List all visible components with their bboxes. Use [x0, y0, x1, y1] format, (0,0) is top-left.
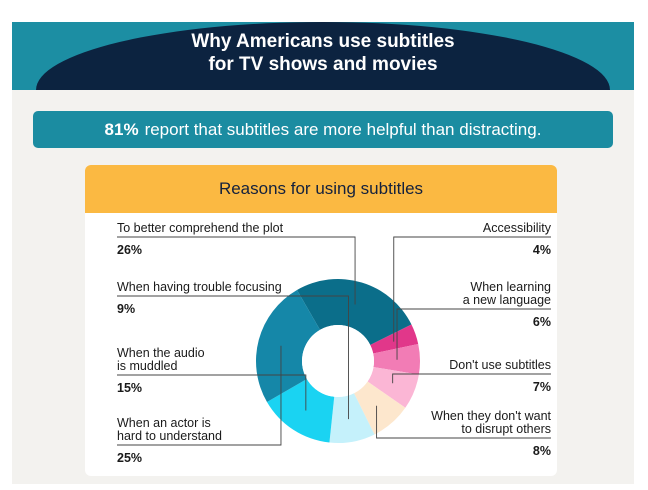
slice-value-0: 26% [117, 243, 142, 257]
slice-label-6-0: When the audio [117, 346, 205, 360]
donut-chart: To better comprehend the plot 26% Accessib… [117, 221, 552, 465]
slice-value-4: 8% [533, 444, 551, 458]
stat-text: report that subtitles are more helpful t… [144, 120, 542, 139]
slice-7 [256, 289, 320, 402]
leader-line-2 [396, 308, 551, 360]
infographic: Why Americans use subtitles for TV shows… [12, 22, 634, 484]
slice-value-6: 15% [117, 381, 142, 395]
stat-value: 81% [104, 120, 139, 139]
stat-banner: 81% report that subtitles are more helpfu… [33, 111, 613, 148]
page-title: Why Americans use subtitles for TV shows… [12, 30, 634, 76]
chart-title: Reasons for using subtitles [85, 165, 557, 213]
slice-5 [329, 393, 375, 443]
leader-line-3 [392, 373, 551, 384]
slice-6 [266, 379, 335, 443]
slice-label-3-0: Don't use subtitles [449, 358, 551, 372]
leader-line-6 [117, 374, 307, 411]
slice-label-7-0: When an actor is [117, 416, 211, 430]
leader-line-1 [393, 236, 551, 342]
slice-label-2-0: When learning [470, 280, 551, 294]
leader-line-7 [117, 345, 282, 446]
slice-label-1-0: Accessibility [483, 221, 552, 235]
slice-label-6-1: is muddled [117, 359, 177, 373]
slice-label-4-0: When they don't want [431, 409, 551, 423]
slice-4 [354, 381, 406, 435]
title-line-1: Why Americans use subtitles [191, 31, 455, 52]
leader-line-5 [117, 295, 349, 420]
slice-label-2-1: a new language [463, 293, 551, 307]
slice-value-1: 4% [533, 243, 551, 257]
slice-value-3: 7% [533, 380, 551, 394]
donut-hole [302, 325, 374, 397]
slice-value-2: 6% [533, 315, 551, 329]
leader-line-4 [376, 405, 551, 439]
slice-label-4-1: to disrupt others [461, 422, 551, 436]
slice-0 [297, 279, 412, 345]
slice-value-5: 9% [117, 302, 135, 316]
leader-lines [117, 236, 551, 446]
slice-label-0-0: To better comprehend the plot [117, 221, 284, 235]
leader-line-0 [117, 236, 356, 305]
slice-label-7-1: hard to understand [117, 429, 222, 443]
chart-card: Reasons for using subtitles To better co… [85, 165, 557, 476]
slice-1 [370, 324, 419, 354]
slice-value-7: 25% [117, 451, 142, 465]
slice-labels: To better comprehend the plot 26% Accessib… [117, 221, 552, 465]
slice-3 [367, 367, 419, 408]
slice-label-5-0: When having trouble focusing [117, 280, 282, 294]
title-line-2: for TV shows and movies [208, 54, 438, 75]
